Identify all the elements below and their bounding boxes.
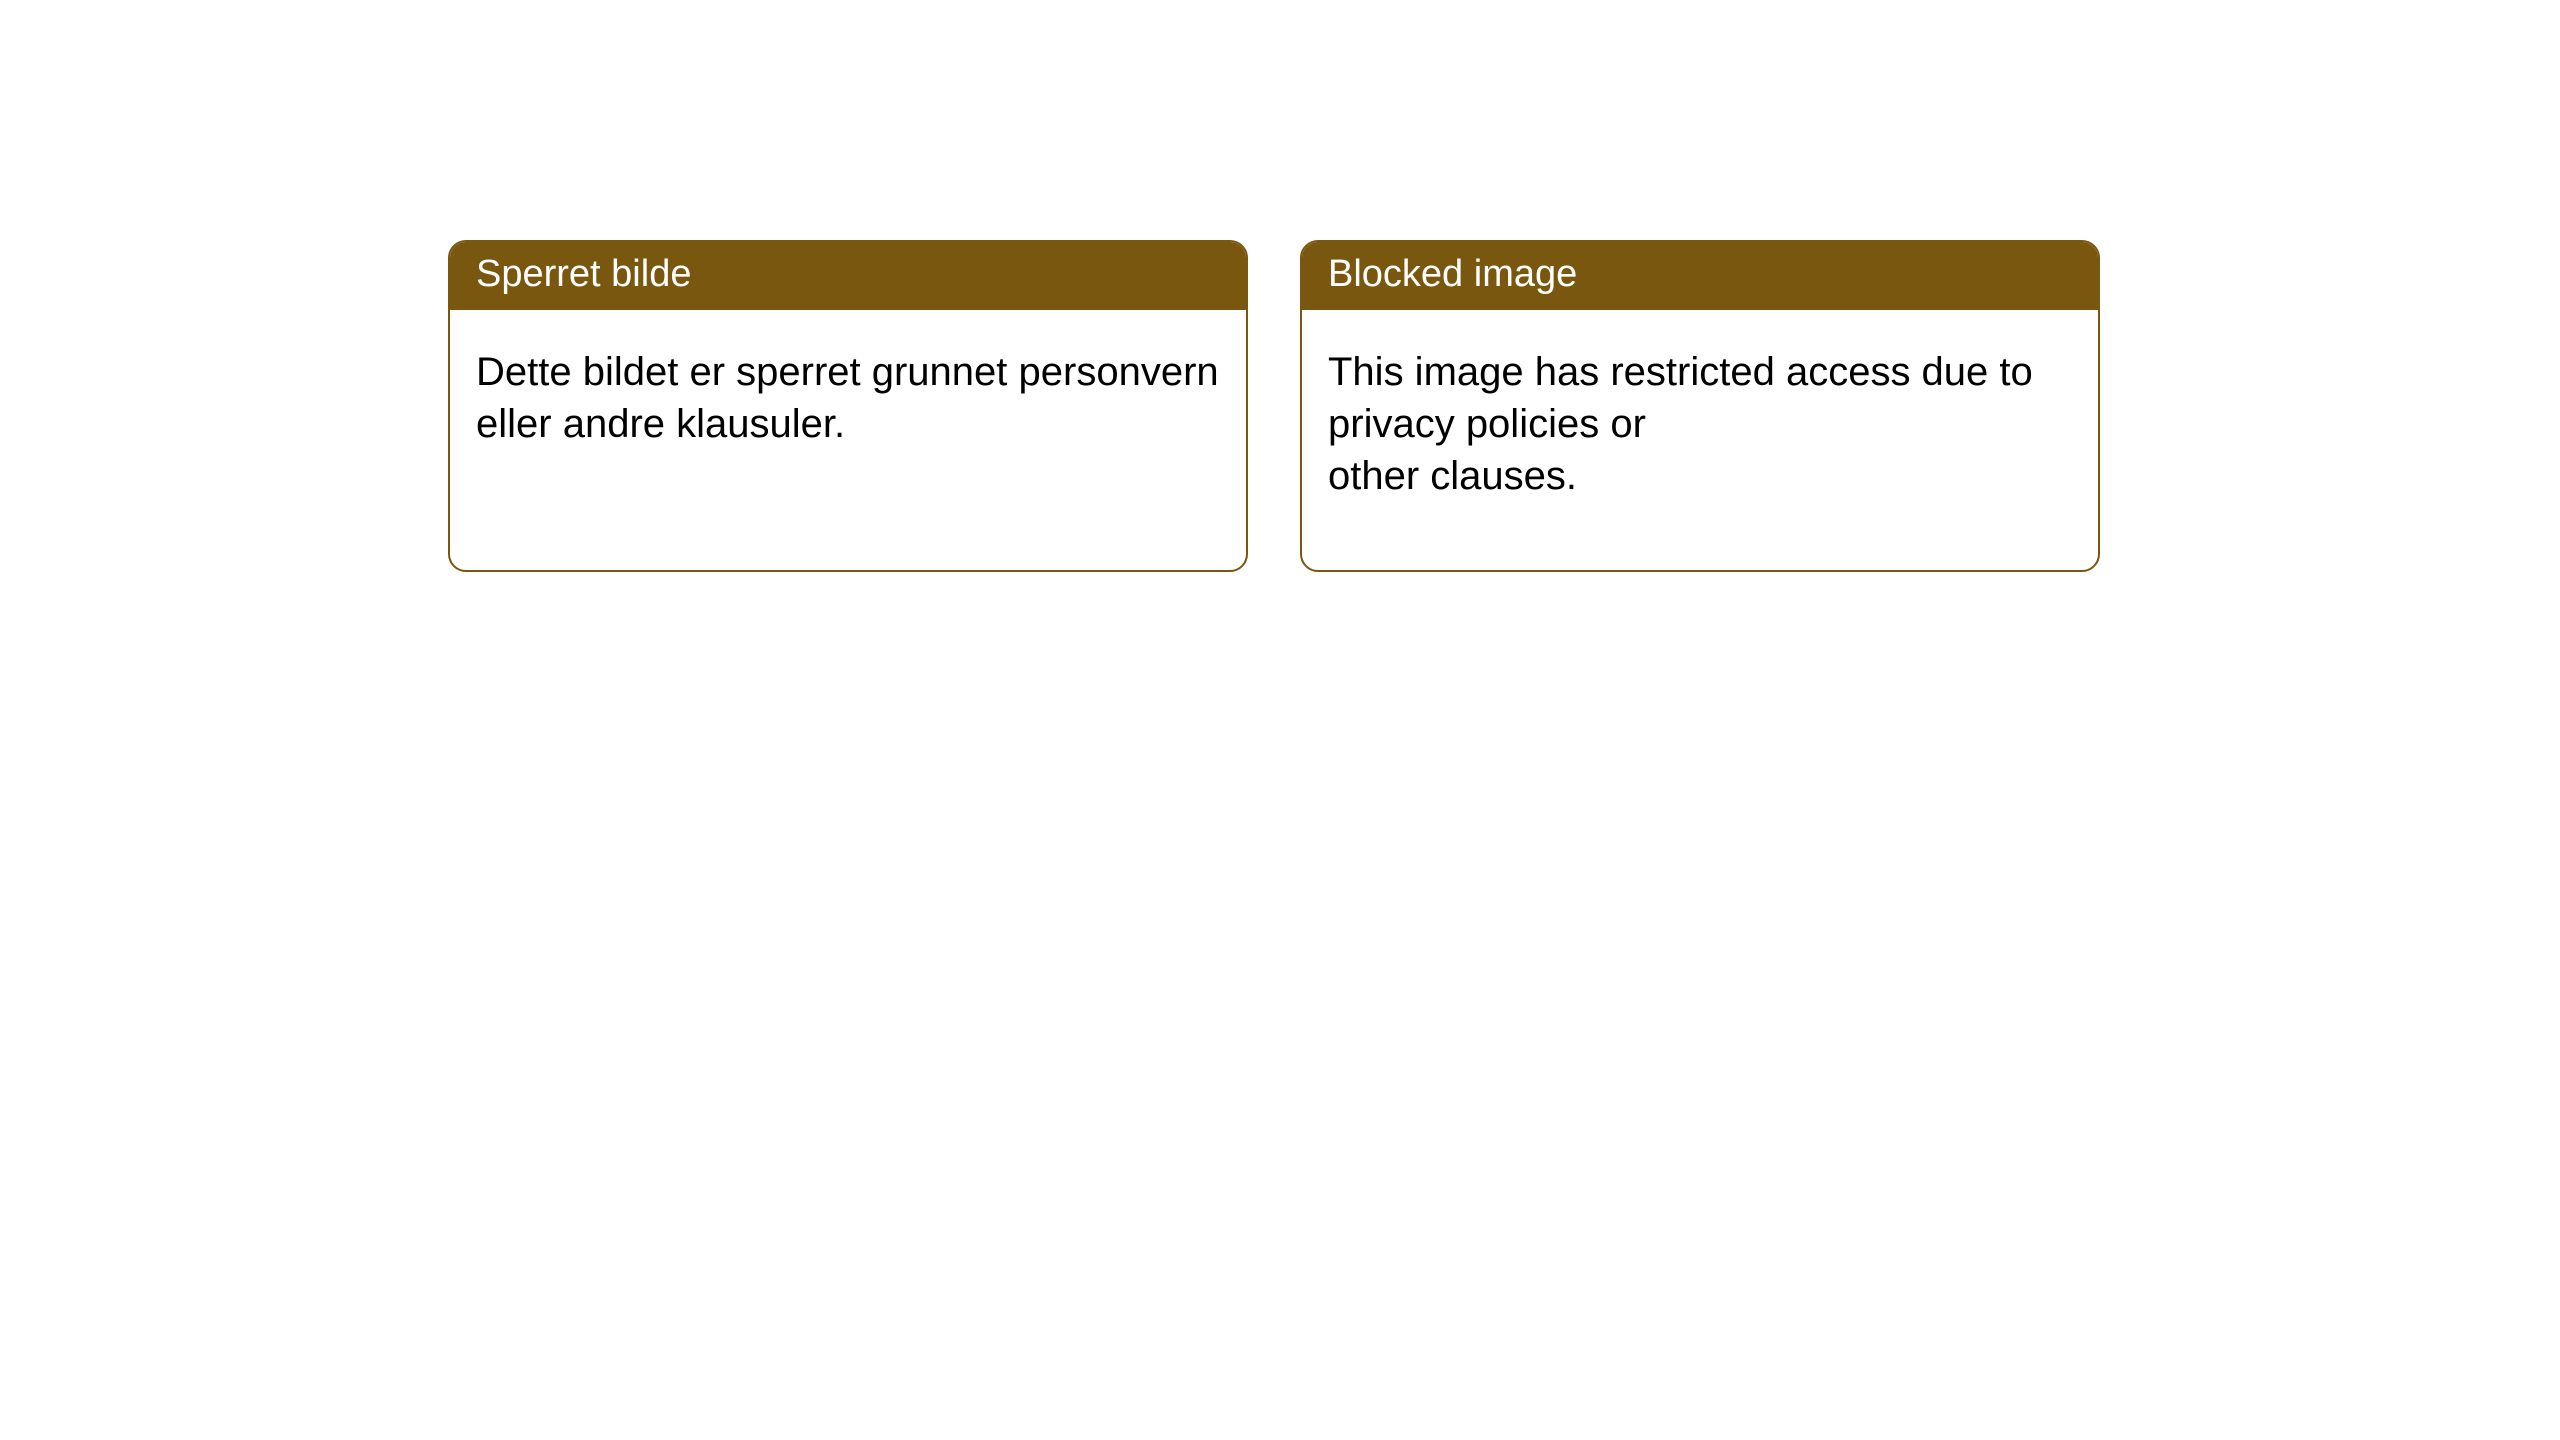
notice-card-title: Blocked image (1302, 242, 2098, 310)
notice-card-body: Dette bildet er sperret grunnet personve… (450, 310, 1246, 470)
notice-card-norwegian: Sperret bilde Dette bildet er sperret gr… (448, 240, 1248, 572)
notice-card-title: Sperret bilde (450, 242, 1246, 310)
notice-container: Sperret bilde Dette bildet er sperret gr… (0, 0, 2560, 572)
notice-card-english: Blocked image This image has restricted … (1300, 240, 2100, 572)
notice-card-body: This image has restricted access due to … (1302, 310, 2098, 522)
